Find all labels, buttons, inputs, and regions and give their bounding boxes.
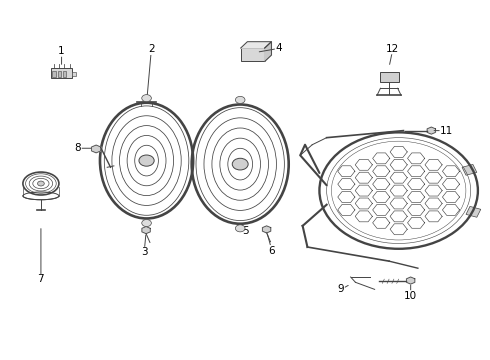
Text: 2: 2 (148, 45, 155, 54)
Circle shape (142, 95, 151, 102)
Polygon shape (407, 277, 415, 284)
Text: 1: 1 (58, 46, 65, 56)
Text: 9: 9 (338, 284, 344, 294)
Circle shape (235, 225, 245, 232)
Circle shape (139, 155, 154, 166)
Bar (72, 72, 76, 76)
Circle shape (38, 181, 44, 186)
Text: 4: 4 (275, 44, 282, 53)
Polygon shape (263, 226, 271, 233)
Polygon shape (142, 226, 150, 234)
Bar (51, 68, 72, 78)
Circle shape (232, 158, 248, 170)
Text: 11: 11 (440, 126, 453, 136)
Polygon shape (92, 145, 101, 153)
Polygon shape (241, 42, 271, 48)
Text: 8: 8 (74, 143, 81, 153)
Text: 6: 6 (269, 246, 275, 256)
Bar (58, 71, 61, 77)
Text: 3: 3 (141, 247, 147, 257)
Bar (380, 72, 399, 82)
Bar (63, 71, 66, 77)
Bar (52, 71, 56, 77)
Circle shape (235, 96, 245, 103)
Text: 7: 7 (38, 274, 44, 284)
Polygon shape (265, 42, 271, 62)
Polygon shape (427, 127, 436, 134)
Text: 12: 12 (386, 44, 399, 54)
Bar (466, 206, 481, 217)
Text: 10: 10 (404, 291, 417, 301)
Circle shape (142, 220, 151, 226)
Bar (462, 165, 477, 175)
Text: 5: 5 (243, 226, 249, 236)
Bar (241, 48, 265, 62)
